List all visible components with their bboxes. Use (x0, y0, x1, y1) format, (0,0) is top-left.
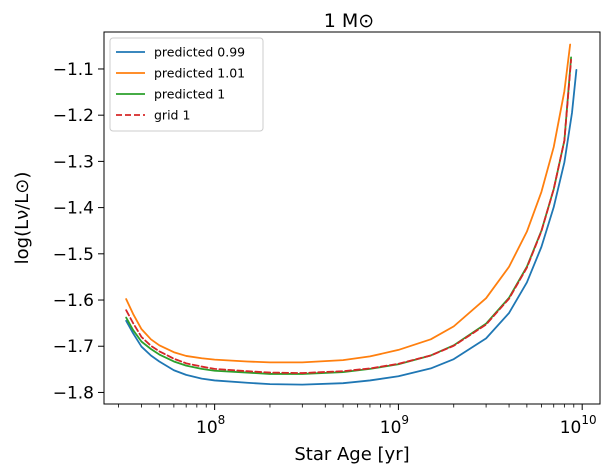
x-axis-label: Star Age [yr] (294, 444, 409, 465)
y-tick-label: −1.3 (53, 152, 94, 172)
series-line (125, 68, 578, 386)
chart-title: 1 M⊙ (324, 10, 374, 32)
legend-box (109, 37, 264, 132)
series-line (125, 58, 572, 374)
y-axis: −1.8 −1.7 −1.6 −1.5 −1.4 −1.3 −1.2 −1.1 (53, 60, 104, 403)
legend-label: grid 1 (154, 108, 190, 123)
series-layer (125, 43, 578, 386)
x-tick-label: 1010 (560, 413, 597, 438)
y-tick-label: −1.1 (53, 60, 94, 80)
legend-label: predicted 1 (154, 87, 225, 102)
legend-label: predicted 0.99 (154, 45, 245, 60)
legend-label: predicted 1.01 (154, 66, 245, 81)
y-tick-label: −1.2 (53, 106, 94, 126)
x-tick-label: 109 (380, 413, 409, 438)
legend: predicted 0.99 predicted 1.01 predicted 1 g… (109, 37, 264, 132)
y-axis-label: log(Lν/L⊙) (12, 172, 33, 265)
y-tick-label: −1.4 (53, 199, 94, 219)
series-line (125, 43, 572, 364)
x-axis: 108 109 1010 (118, 404, 597, 438)
y-tick-label: −1.5 (53, 245, 94, 265)
x-tick-label: 108 (196, 413, 225, 438)
y-tick-label: −1.7 (53, 337, 94, 357)
y-tick-label: −1.8 (53, 383, 94, 403)
y-tick-label: −1.6 (53, 291, 94, 311)
plot-frame (103, 31, 601, 405)
